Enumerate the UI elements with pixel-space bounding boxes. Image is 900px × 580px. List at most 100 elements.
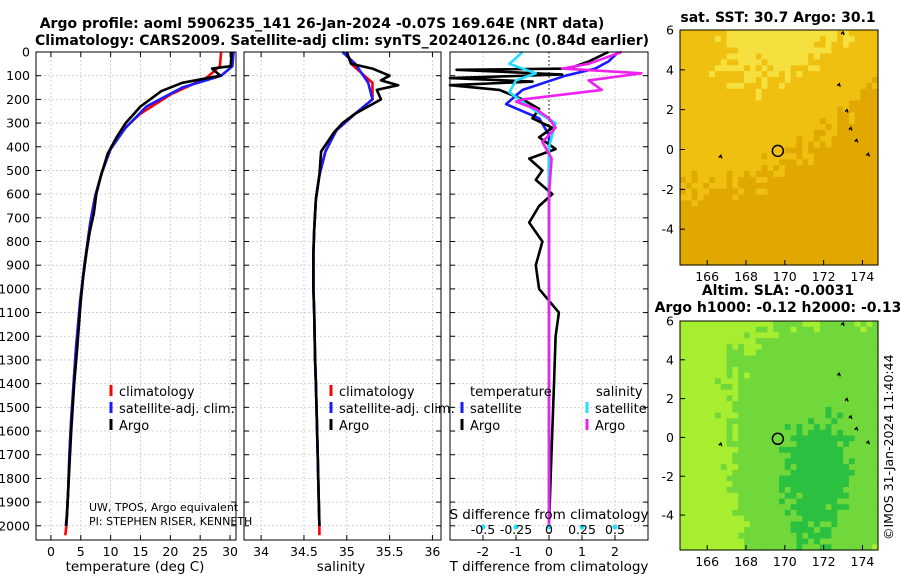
map-cell xyxy=(872,372,879,379)
map-cell xyxy=(790,71,797,78)
map-cell xyxy=(837,77,844,84)
map-cell xyxy=(831,259,838,266)
map-cell xyxy=(744,406,751,414)
map-cell xyxy=(779,118,786,125)
map-cell xyxy=(843,71,850,78)
map-cell xyxy=(784,53,792,60)
map-cell xyxy=(755,241,763,248)
map-cell xyxy=(726,406,733,414)
map-cell xyxy=(813,406,821,414)
map-cell xyxy=(802,332,809,339)
map-cell xyxy=(738,521,745,528)
map-cell xyxy=(837,441,844,448)
map-cell xyxy=(697,30,704,37)
map-cell xyxy=(738,332,745,339)
map-cell xyxy=(872,159,879,166)
map-cell xyxy=(714,527,722,534)
map-cell xyxy=(732,206,739,213)
map-cell xyxy=(808,349,815,356)
map-cell xyxy=(738,65,745,72)
map-cell xyxy=(843,82,850,90)
map-cell xyxy=(813,200,821,207)
map-cell xyxy=(848,182,856,190)
map-cell xyxy=(808,332,815,339)
map-cell xyxy=(767,343,774,351)
map-cell xyxy=(680,544,687,551)
map-cell xyxy=(744,458,751,465)
map-cell xyxy=(726,223,733,231)
map-cell xyxy=(738,504,745,511)
map-cell xyxy=(761,65,768,72)
map-cell xyxy=(714,82,722,90)
map-cell xyxy=(714,65,722,72)
map-cell xyxy=(714,424,722,431)
map-cell xyxy=(831,492,838,500)
map-cell xyxy=(761,30,768,37)
map-cell xyxy=(767,372,774,379)
map-cell xyxy=(749,176,757,184)
map-cell xyxy=(697,77,704,84)
map-cell xyxy=(860,206,867,213)
map-cell xyxy=(749,59,757,66)
map-cell xyxy=(685,492,693,500)
map-cell xyxy=(866,446,873,454)
map-cell xyxy=(738,372,745,379)
map-cell xyxy=(697,53,704,60)
map-cell xyxy=(703,71,710,78)
map-cell xyxy=(761,349,768,356)
map-cell xyxy=(749,412,757,419)
map-cell xyxy=(784,446,792,454)
y-tick-label: 200 xyxy=(6,92,30,107)
map-cell xyxy=(714,253,722,260)
map-cell xyxy=(714,355,722,362)
map-cell xyxy=(837,504,844,511)
map-cell xyxy=(802,504,809,511)
map-cell xyxy=(767,475,774,482)
map-cell xyxy=(749,349,757,356)
map-cell xyxy=(697,452,704,459)
map-cell xyxy=(790,395,797,402)
map-cell xyxy=(767,498,774,505)
map-cell xyxy=(802,475,809,482)
map-cell xyxy=(744,253,751,260)
map-cell xyxy=(825,159,832,166)
map-cell xyxy=(843,259,850,266)
map-cell xyxy=(831,124,838,131)
map-cell xyxy=(796,515,803,522)
map-cell xyxy=(784,112,792,119)
map-cell xyxy=(749,509,757,517)
map-cell xyxy=(697,361,704,368)
map-cell xyxy=(819,88,827,96)
map-cell xyxy=(854,481,862,488)
map-cell xyxy=(697,141,704,149)
map-cell xyxy=(866,229,873,237)
map-cell xyxy=(703,326,710,333)
map-cell xyxy=(749,401,757,408)
map-cell xyxy=(720,194,728,201)
map-cell xyxy=(726,366,733,374)
map-cell xyxy=(773,372,780,379)
map-cell xyxy=(738,165,745,172)
island-mark xyxy=(844,397,849,402)
map-cell xyxy=(720,384,728,391)
map-cell xyxy=(773,65,780,72)
map-cell xyxy=(837,218,844,225)
map-cell xyxy=(767,223,774,231)
map-cell xyxy=(680,147,687,154)
map-cell xyxy=(825,372,832,379)
map-cell xyxy=(848,71,856,78)
map-cell xyxy=(843,59,850,66)
map-cell xyxy=(831,326,838,333)
map-cell xyxy=(732,94,739,102)
map-cell xyxy=(685,429,693,437)
map-cell xyxy=(773,82,780,90)
map-cell xyxy=(767,30,774,37)
map-cell xyxy=(773,412,780,419)
map-cell xyxy=(720,188,728,196)
map-cell xyxy=(866,504,873,511)
map-cell xyxy=(767,135,774,143)
map-cell xyxy=(790,35,797,43)
map-cell xyxy=(790,124,797,131)
map-cell xyxy=(744,106,751,113)
map-cell xyxy=(691,343,698,351)
